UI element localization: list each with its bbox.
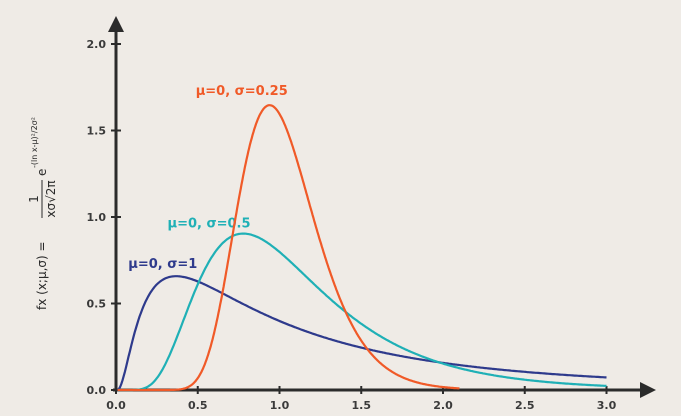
x-tick-label: 3.0	[597, 399, 617, 412]
x-tick-label: 2.0	[433, 399, 453, 412]
ylabel-frac-den: xσ√2π	[44, 180, 58, 217]
ylabel-lhs: fx (x;μ,σ) =	[35, 241, 49, 310]
ylabel-base: e	[35, 169, 49, 176]
y-tick-label: 0.5	[87, 298, 107, 311]
x-axis-arrow	[640, 382, 656, 398]
series-label: μ=0, σ=1	[128, 257, 197, 272]
x-tick-label: 1.5	[352, 399, 372, 412]
y-tick-label: 2.0	[87, 38, 107, 51]
series-line	[117, 104, 460, 392]
series-line	[116, 275, 607, 391]
x-tick-label: 0.5	[188, 399, 208, 412]
y-tick-label: 1.5	[87, 125, 107, 138]
y-tick-label: 1.0	[87, 211, 107, 224]
x-tick-label: 2.5	[515, 399, 535, 412]
ylabel-frac-num: 1	[27, 195, 41, 203]
y-axis-arrow	[108, 16, 124, 32]
ticks: 0.0 0.5 1.0 1.5 2.0 2.5 3.0 0.0 0.5 1.0 1.5 2.0	[87, 38, 617, 412]
y-axis-label: fx (x;μ,σ) = 1 xσ√2π e -(ln x-μ)²/2σ²	[27, 117, 58, 310]
series: μ=0, σ=1 μ=0, σ=0.5 μ=0, σ=0.25	[116, 84, 607, 392]
axes	[108, 16, 656, 398]
series-label: μ=0, σ=0.5	[168, 217, 251, 232]
ylabel-exponent: -(ln x-μ)²/2σ²	[30, 117, 39, 168]
y-tick-label: 0.0	[87, 384, 107, 397]
series-line	[117, 232, 607, 392]
x-tick-label: 0.0	[106, 399, 126, 412]
series-label: μ=0, σ=0.25	[196, 84, 288, 99]
x-tick-label: 1.0	[270, 399, 290, 412]
